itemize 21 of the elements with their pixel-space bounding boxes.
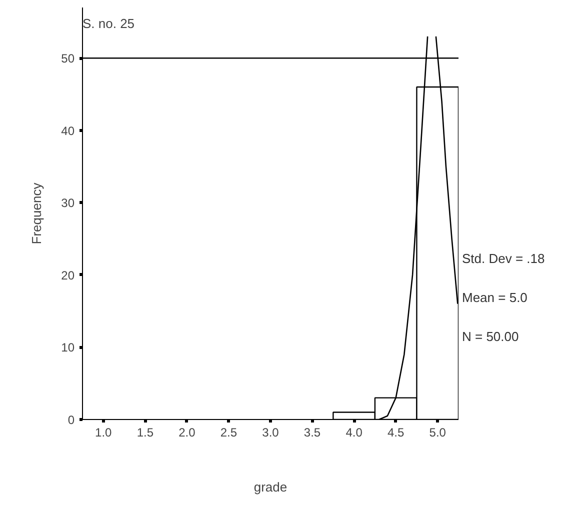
text: N = 50.00 — [462, 328, 519, 346]
text: Std. Dev = .18 — [462, 250, 545, 268]
x-tick-label: 1.5 — [136, 426, 154, 440]
text: S. no. 25 — [82, 16, 135, 31]
y-tick-label: 40 — [61, 124, 75, 138]
y-axis-title: Frequency — [29, 182, 44, 244]
x-tick-label: 3.5 — [304, 426, 321, 440]
x-tick-label: 2.0 — [178, 426, 196, 440]
x-tick-label: 3.0 — [262, 426, 280, 440]
y-tick-label: 30 — [61, 196, 75, 210]
text: Mean = 5.0 — [462, 289, 528, 307]
x-tick-label: 2.5 — [220, 426, 238, 440]
x-tick-label: 5.0 — [429, 426, 446, 440]
x-tick-label: 1.0 — [95, 426, 112, 440]
y-tick-label: 20 — [61, 268, 75, 282]
y-tick-label: 10 — [61, 340, 75, 355]
y-tick-label: 50 — [61, 52, 75, 66]
x-axis-title: grade — [254, 480, 288, 494]
x-tick-label: 4.0 — [346, 426, 363, 440]
y-tick-label: 0 — [68, 413, 75, 427]
x-tick-label: 4.5 — [387, 426, 404, 440]
